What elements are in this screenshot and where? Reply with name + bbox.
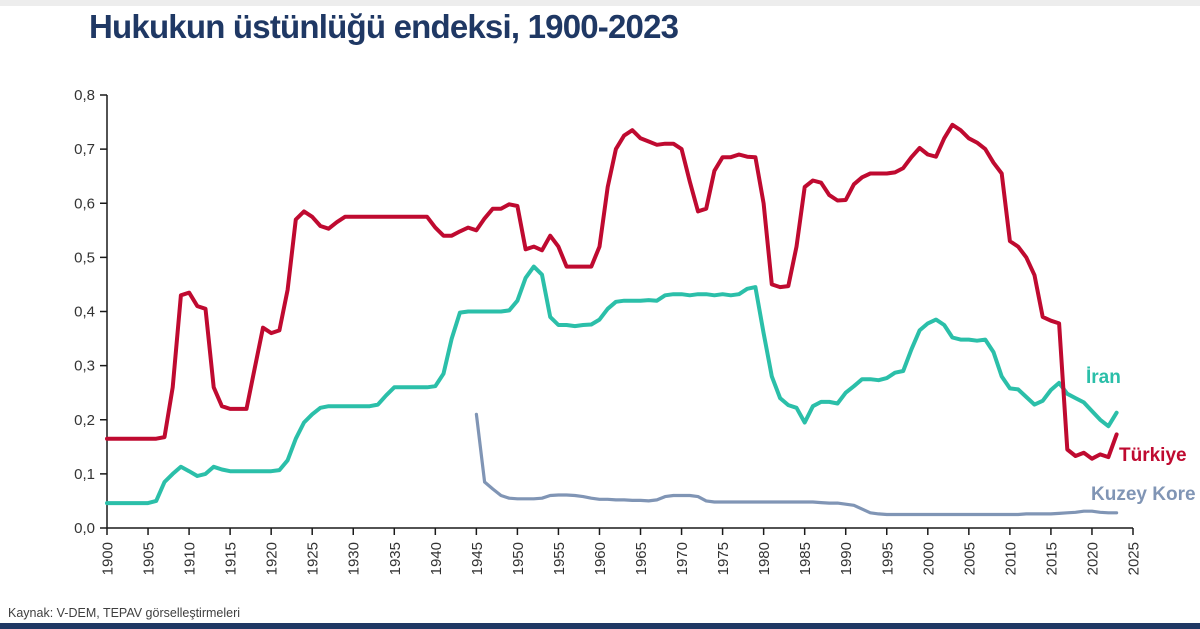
x-tick-label: 2015 bbox=[1043, 542, 1060, 575]
axes bbox=[106, 95, 1133, 529]
chart-title: Hukukun üstünlüğü endeksi, 1900-2023 bbox=[89, 8, 679, 45]
x-tick-label: 1995 bbox=[879, 542, 896, 575]
x-tick-label: 1910 bbox=[182, 542, 199, 575]
x-tick-label: 1905 bbox=[141, 542, 158, 575]
series-line-iran bbox=[105, 264, 1119, 506]
series-label-turkiye: Türkiye bbox=[1119, 445, 1187, 466]
x-tick-label: 1970 bbox=[674, 542, 691, 575]
x-tick-label: 1915 bbox=[223, 542, 240, 575]
y-tick-label: 0,5 bbox=[74, 249, 95, 266]
series-label-iran: İran bbox=[1086, 367, 1121, 388]
bottom-accent-bar bbox=[0, 623, 1200, 629]
x-tick-label: 1935 bbox=[387, 542, 404, 575]
x-tick-label: 1940 bbox=[428, 542, 445, 575]
x-tick-label: 1950 bbox=[510, 542, 527, 575]
series-line-turkiye bbox=[105, 122, 1119, 461]
x-tick-label: 2025 bbox=[1126, 542, 1143, 575]
x-tick-label: 1925 bbox=[305, 542, 322, 575]
x-tick-label: 1955 bbox=[551, 542, 568, 575]
y-tick-label: 0,1 bbox=[74, 466, 95, 483]
source-note: Kaynak: V-DEM, TEPAV görselleştirmeleri bbox=[8, 606, 241, 620]
x-tick-label: 1930 bbox=[346, 542, 363, 575]
x-tick-label: 1975 bbox=[715, 542, 732, 575]
y-tick-label: 0,6 bbox=[74, 195, 95, 212]
x-tick-label: 1945 bbox=[469, 542, 486, 575]
series-line-kuzey-kore bbox=[474, 412, 1119, 517]
x-tick-label: 1920 bbox=[264, 542, 281, 575]
y-tick-label: 0,3 bbox=[74, 358, 95, 375]
x-tick-label: 1960 bbox=[592, 542, 609, 575]
series-label-kuzey-kore: Kuzey Kore bbox=[1091, 484, 1196, 505]
x-tick-label: 1900 bbox=[100, 542, 117, 575]
x-tick-label: 2010 bbox=[1002, 542, 1019, 575]
x-tick-label: 1985 bbox=[797, 542, 814, 575]
y-tick-label: 0,8 bbox=[74, 87, 95, 104]
x-tick-label: 1980 bbox=[756, 542, 773, 575]
y-tick-label: 0,0 bbox=[74, 520, 95, 537]
x-tick-label: 1990 bbox=[838, 542, 855, 575]
x-tick-label: 2020 bbox=[1084, 542, 1101, 575]
x-tick-label: 2005 bbox=[961, 542, 978, 575]
y-tick-label: 0,2 bbox=[74, 412, 95, 429]
y-tick-label: 0,7 bbox=[74, 141, 95, 158]
y-tick-label: 0,4 bbox=[74, 304, 95, 321]
top-edge-strip bbox=[0, 0, 1200, 6]
x-tick-label: 2000 bbox=[920, 542, 937, 575]
x-tick-label: 1965 bbox=[633, 542, 650, 575]
